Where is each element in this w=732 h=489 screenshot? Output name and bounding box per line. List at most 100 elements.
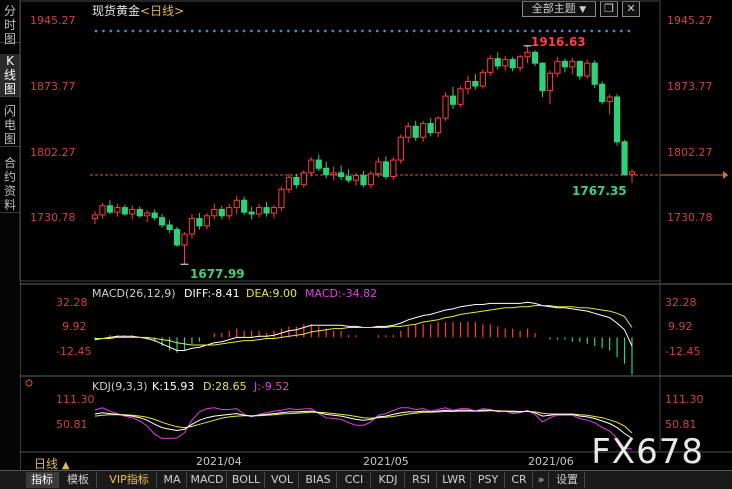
price-label-1945-right: 1945.27 (667, 14, 713, 27)
tab-vol[interactable]: VOL (266, 472, 299, 488)
candle-body (613, 96, 621, 143)
candle-body (457, 88, 464, 105)
event-dot (427, 29, 431, 33)
event-dot (390, 29, 394, 33)
event-dot (190, 29, 194, 33)
event-dot (479, 29, 483, 33)
event-dot (235, 29, 239, 33)
date-label-may: 2021/05 (363, 455, 409, 468)
candle-body (226, 207, 233, 217)
candle-body (487, 58, 494, 73)
event-dot (583, 29, 586, 33)
event-dot (435, 29, 438, 33)
candles-group (91, 45, 636, 265)
price-label-1945: 1945.27 (30, 14, 76, 27)
macd-macd-value: MACD:-34.82 (305, 287, 377, 300)
candle-body (151, 212, 158, 219)
macd-dea-value: DEA:9.00 (246, 287, 297, 300)
candle-body (576, 60, 583, 77)
candle-body (338, 172, 345, 178)
tab-cci[interactable]: CCI (338, 472, 371, 488)
event-dot (324, 29, 327, 33)
tab-template[interactable]: 模板 (60, 472, 97, 488)
tab-ma[interactable]: MA (158, 472, 187, 488)
double-chevron-right-icon: » (537, 473, 545, 486)
candle-body (300, 172, 307, 186)
event-dot (516, 29, 520, 33)
tab-lwr[interactable]: LWR (438, 472, 471, 488)
event-dot (102, 29, 105, 33)
event-dot (168, 29, 172, 33)
kdj-k-value: K:15.93 (152, 380, 194, 393)
kdj-name: KDJ(9,3,3) (92, 380, 148, 393)
candle-body (546, 72, 554, 92)
tab-macd[interactable]: MACD (188, 472, 227, 488)
candle-body (241, 199, 248, 213)
event-dot (257, 29, 261, 33)
macd-series-group (94, 301, 633, 375)
event-dot (597, 29, 601, 33)
event-dot (590, 29, 594, 33)
candle-body (99, 205, 106, 216)
indicator-tab-bar: 指标 模板 VIP指标 MA MACD BOLL VOL BIAS CCI KD… (0, 470, 732, 489)
event-dot (546, 29, 549, 33)
tab-rsi[interactable]: RSI (406, 472, 437, 488)
price-pointer-icon (723, 171, 728, 179)
candle-body (524, 51, 531, 58)
macd-label-mid: 9.92 (62, 320, 87, 333)
event-dot (620, 29, 623, 33)
price-label-1802: 1802.27 (30, 146, 76, 159)
price-label-1730-right: 1730.78 (667, 211, 713, 224)
candle-body (203, 215, 210, 227)
event-dot (227, 29, 231, 33)
event-dot (368, 29, 372, 33)
event-dot (220, 29, 224, 33)
candle-body (517, 56, 524, 69)
tab-boll[interactable]: BOLL (228, 472, 265, 488)
close-icon: ✕ (626, 2, 636, 15)
tab-flash[interactable]: 闪电图 (0, 104, 20, 147)
restore-icon: ❐ (604, 2, 614, 15)
tab-timeshare[interactable]: 分时图 (0, 4, 20, 46)
event-dot (568, 29, 571, 33)
candle-body (367, 173, 375, 186)
event-dot (575, 29, 579, 33)
macd-label-low-right: -12.45 (665, 345, 700, 358)
kdj-label-top: 111.30 (56, 393, 95, 406)
scroll-tabs-button[interactable]: » (534, 472, 549, 488)
candle-body (255, 207, 263, 215)
tab-vip-indicator[interactable]: VIP指标 (102, 472, 157, 488)
theme-dropdown-label: 全部主题 (531, 2, 576, 15)
chart-canvas[interactable]: 1945.27 1945.27 1873.77 1873.77 1802.27 … (0, 0, 732, 470)
event-dot (272, 29, 275, 33)
candle-body (442, 95, 449, 119)
event-dot (472, 29, 475, 33)
tab-settings[interactable]: 设置 (550, 472, 585, 488)
event-dot (139, 29, 142, 33)
tab-contract-info[interactable]: 合约资料 (0, 156, 20, 213)
candle-body (293, 176, 300, 186)
period-selector[interactable]: 日线 ▲ (34, 455, 70, 472)
candle-body (218, 208, 225, 217)
candle-body (248, 211, 255, 215)
event-dot (198, 29, 202, 33)
event-dot (442, 29, 446, 33)
tab-psy[interactable]: PSY (472, 472, 505, 488)
event-dot (264, 29, 268, 33)
tab-cr[interactable]: CR (506, 472, 533, 488)
kdj-j-value: J:-9.52 (253, 380, 289, 393)
event-dot (338, 29, 342, 33)
event-dot (294, 29, 298, 33)
macd-name: MACD(26,12,9) (92, 287, 176, 300)
tab-kdj[interactable]: KDJ (372, 472, 405, 488)
macd-label-low: -12.45 (56, 345, 91, 358)
candle-body (569, 60, 576, 68)
macd-label-top: 32.28 (56, 296, 88, 309)
kdj-settings-icon[interactable] (25, 379, 33, 387)
price-label-1802-right: 1802.27 (667, 146, 713, 159)
tab-indicator[interactable]: 指标 (26, 472, 59, 488)
tab-bias[interactable]: BIAS (300, 472, 337, 488)
candle-body (382, 161, 389, 178)
event-dot (612, 29, 616, 33)
